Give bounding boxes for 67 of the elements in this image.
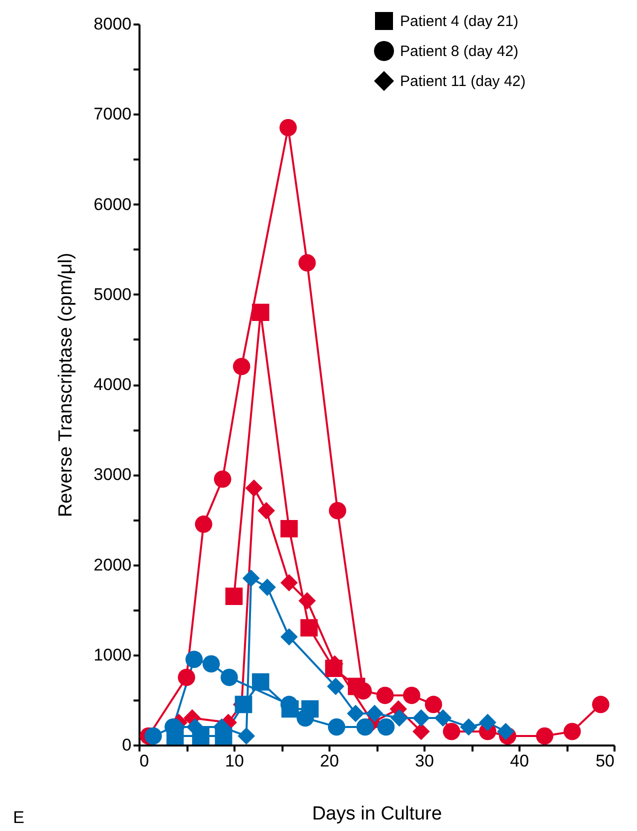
point xyxy=(298,592,316,610)
point xyxy=(346,704,364,722)
point xyxy=(434,709,452,727)
point xyxy=(377,718,395,736)
point xyxy=(225,588,243,605)
point xyxy=(412,722,430,740)
x-tick-label: 40 xyxy=(510,752,529,770)
point xyxy=(356,718,374,736)
point xyxy=(280,574,298,592)
x-tick-label: 50 xyxy=(596,752,614,770)
point xyxy=(460,718,478,736)
y-tick-label: 4000 xyxy=(94,375,132,394)
point xyxy=(497,722,514,740)
x-axis-title: Days in Culture xyxy=(312,804,442,824)
point xyxy=(390,709,408,727)
point xyxy=(245,479,263,497)
point xyxy=(185,650,203,668)
annotation: Patient 8 (day 42) xyxy=(400,42,518,60)
y-axis-title: Reverse Transcriptase (cpm/μl) xyxy=(56,252,77,518)
y-tick-label: 6000 xyxy=(94,194,132,214)
point xyxy=(296,709,314,727)
y-tick-label: 8000 xyxy=(94,14,132,34)
point xyxy=(214,470,232,488)
point xyxy=(238,727,256,745)
annotation: Patient 4 (day 21) xyxy=(400,12,518,30)
point xyxy=(536,727,554,745)
point xyxy=(402,686,420,704)
point xyxy=(328,502,346,520)
annotation: Patient 11 (day 42) xyxy=(400,72,526,90)
point xyxy=(366,704,384,722)
point xyxy=(220,668,238,686)
text: E xyxy=(13,808,24,828)
point xyxy=(194,516,212,533)
point xyxy=(326,678,344,696)
point xyxy=(328,718,346,736)
x-tick-label: 10 xyxy=(225,752,244,770)
y-tick-label: 5000 xyxy=(94,284,132,304)
point xyxy=(300,619,318,636)
y-tick-label: 0 xyxy=(122,736,132,754)
point xyxy=(280,520,298,538)
point xyxy=(242,570,260,587)
point xyxy=(258,502,275,520)
point xyxy=(252,304,270,322)
y-tick-label: 2000 xyxy=(94,555,132,574)
y-tick-label: 7000 xyxy=(94,104,132,124)
point xyxy=(232,358,250,376)
point xyxy=(252,673,270,691)
point xyxy=(376,686,394,704)
point xyxy=(592,696,610,714)
point xyxy=(178,668,196,686)
y-tick-label: 1000 xyxy=(94,645,132,664)
point xyxy=(144,727,162,745)
point xyxy=(424,696,442,714)
point xyxy=(412,709,430,727)
point xyxy=(478,714,496,732)
x-tick-label: 20 xyxy=(320,752,339,770)
point xyxy=(279,119,297,136)
x-tick-label: 30 xyxy=(415,752,434,770)
point xyxy=(298,254,316,272)
x-tick-label: 0 xyxy=(140,752,149,770)
point xyxy=(280,628,298,646)
y-tick-label: 3000 xyxy=(94,465,132,484)
point xyxy=(354,682,372,700)
point xyxy=(442,722,460,740)
point xyxy=(564,722,581,740)
point xyxy=(258,578,276,596)
point xyxy=(202,655,220,673)
